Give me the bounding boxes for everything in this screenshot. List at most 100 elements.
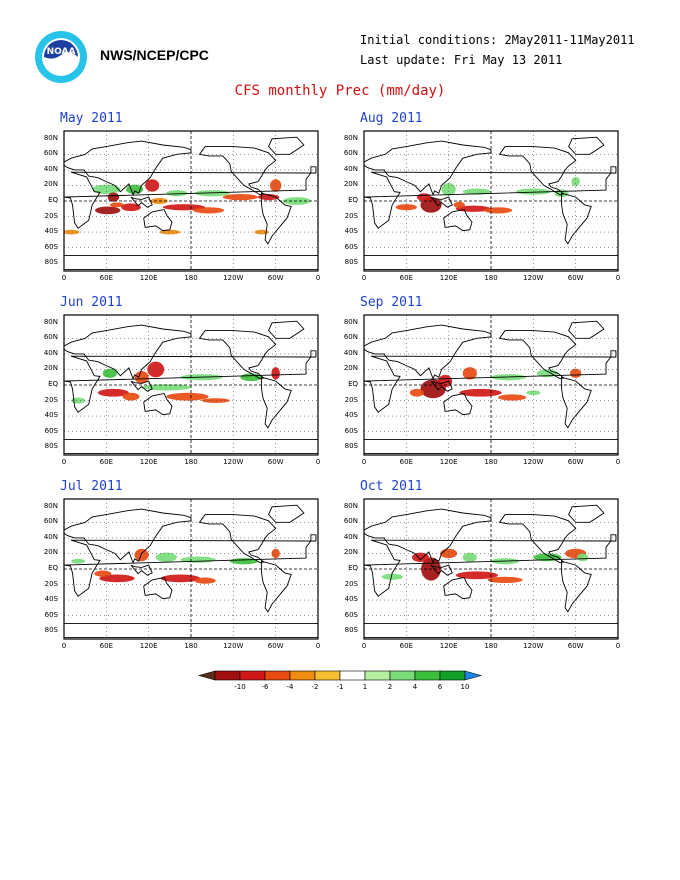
- lon-label: 0: [315, 642, 321, 650]
- anomaly-shading: [141, 384, 191, 391]
- map-panel-jun-2011: [63, 314, 319, 456]
- coastline: [268, 504, 305, 523]
- lon-label: 0: [615, 642, 621, 650]
- coastline: [430, 564, 453, 576]
- chart-title: CFS monthly Prec (mm/day): [234, 83, 446, 99]
- anomaly-shading: [570, 368, 582, 378]
- anomaly-shading: [577, 553, 589, 562]
- coastline: [430, 380, 453, 392]
- lat-label: 80S: [344, 258, 358, 267]
- lon-label: 120E: [139, 458, 158, 466]
- lat-label: 80S: [44, 626, 58, 635]
- lon-label: 120W: [523, 458, 544, 466]
- colorbar-tick-label: 2: [388, 683, 392, 691]
- anomaly-shading: [166, 392, 209, 401]
- colorbar-tick-label: -10: [234, 683, 245, 691]
- coastline: [498, 330, 577, 380]
- anomaly-shading: [147, 361, 165, 378]
- lon-label: 60E: [99, 458, 113, 466]
- anomaly-shading: [122, 392, 140, 401]
- panel-title-3: Jun 2011: [60, 295, 123, 310]
- lat-label: EQ: [48, 196, 58, 204]
- colorbar-segment: [414, 670, 441, 681]
- anomaly-shading: [121, 203, 141, 212]
- coastline: [561, 192, 592, 245]
- lon-label: 180: [184, 274, 198, 282]
- panel-title-5: Jul 2011: [60, 479, 123, 494]
- anomaly-shading: [162, 204, 206, 211]
- panel-title-4: Sep 2011: [360, 295, 423, 310]
- lat-label: 60N: [343, 517, 358, 526]
- coastline: [261, 560, 292, 613]
- lon-label: 180: [484, 458, 498, 466]
- colorbar-segment: [389, 670, 416, 681]
- lat-label: 20N: [343, 180, 358, 189]
- lon-label: 120W: [223, 274, 244, 282]
- lat-label: 80N: [43, 501, 58, 510]
- lat-label: EQ: [348, 564, 358, 572]
- lon-label: 0: [315, 274, 321, 282]
- lat-label: 20N: [43, 180, 58, 189]
- lat-label: 40N: [343, 348, 358, 357]
- colorbar-tick-label: -1: [337, 683, 344, 691]
- lat-label: EQ: [48, 564, 58, 572]
- colorbar-tick-label: 4: [413, 683, 418, 691]
- anomaly-shading: [487, 576, 523, 583]
- colorbar-tick-label: 10: [461, 683, 470, 691]
- anomaly-shading: [483, 207, 513, 214]
- coastline: [130, 196, 153, 208]
- lon-label: 120E: [139, 642, 158, 650]
- lon-label: 120E: [439, 458, 458, 466]
- coastline: [310, 350, 317, 358]
- anomaly-shading: [416, 193, 432, 201]
- anomaly-shading: [571, 176, 580, 187]
- lon-label: 0: [361, 642, 367, 650]
- color-legend: -10 -6 -4 -2 -1 1 2 4 6 10: [197, 670, 483, 691]
- coastline: [64, 539, 312, 597]
- lon-label: 0: [615, 274, 621, 282]
- anomaly-shading: [270, 179, 282, 192]
- anomaly-shading: [222, 194, 259, 201]
- coastline: [64, 254, 318, 270]
- lat-label: 20N: [43, 548, 58, 557]
- lon-label: 60W: [267, 274, 284, 282]
- lat-label: 60S: [344, 242, 358, 251]
- last-update: Last update: Fri May 13 2011: [360, 53, 563, 67]
- anomaly-shading: [193, 207, 225, 214]
- lon-label: 0: [315, 458, 321, 466]
- lat-label: 60S: [44, 610, 58, 619]
- coastline: [64, 324, 192, 381]
- map-frame: [363, 314, 619, 456]
- colorbar-segment: [214, 670, 241, 681]
- coastline: [364, 622, 618, 638]
- lon-label: 60E: [399, 274, 413, 282]
- map-frame: [363, 498, 619, 640]
- lon-label: 0: [61, 274, 67, 282]
- anomaly-shading: [271, 367, 280, 380]
- lat-label: 40N: [43, 532, 58, 541]
- lat-label: 40N: [43, 348, 58, 357]
- lat-label: 60S: [44, 242, 58, 251]
- anomaly-shading: [92, 184, 121, 194]
- panel-title-2: Aug 2011: [360, 111, 423, 126]
- anomaly-shading: [194, 577, 216, 584]
- map-frame: [63, 498, 319, 640]
- lat-label: 60S: [344, 610, 358, 619]
- lat-label: 20S: [44, 395, 58, 404]
- coastline: [568, 320, 605, 339]
- anomaly-shading: [459, 388, 502, 397]
- lon-label: 120E: [139, 274, 158, 282]
- lat-label: 20S: [44, 211, 58, 220]
- lon-label: 120E: [439, 274, 458, 282]
- colorbar-tick-label: 6: [438, 683, 443, 691]
- coastline: [364, 438, 618, 454]
- lon-label: 60E: [99, 642, 113, 650]
- lat-label: 40S: [44, 595, 58, 604]
- lon-label: 120E: [439, 642, 458, 650]
- anomaly-shading: [134, 548, 149, 562]
- lat-label: 20S: [344, 211, 358, 220]
- coastline: [561, 376, 592, 429]
- lat-label: 20S: [344, 579, 358, 588]
- anomaly-shading: [166, 190, 188, 197]
- lon-label: 60W: [267, 458, 284, 466]
